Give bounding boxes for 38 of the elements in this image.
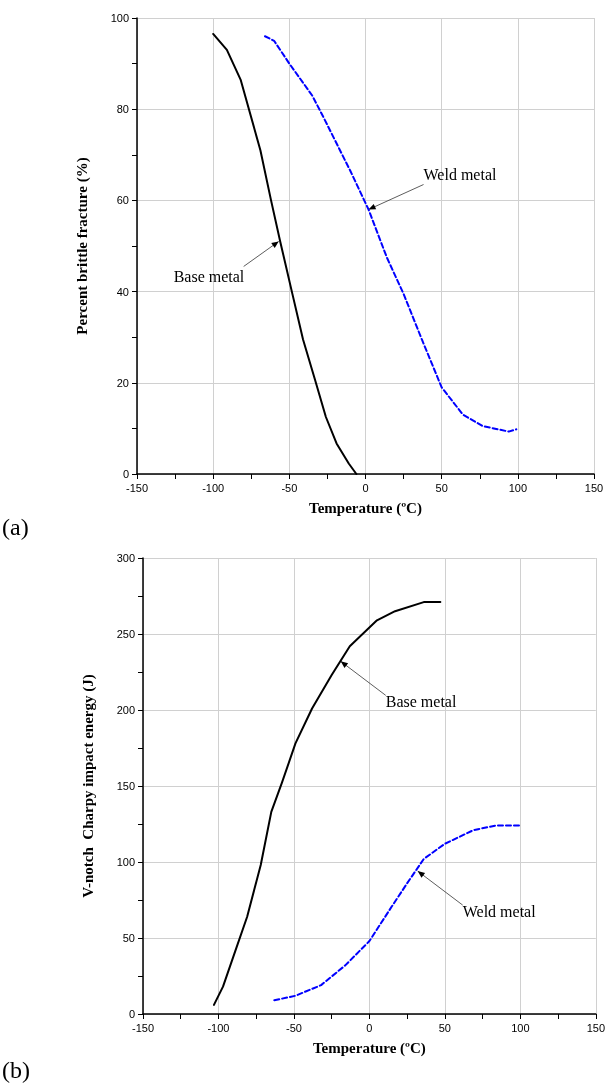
x-tick-label: 150 bbox=[586, 1021, 605, 1034]
y-tick-label: 0 bbox=[128, 1008, 135, 1020]
x-tick-label: 50 bbox=[435, 481, 448, 494]
x-tick-label: 0 bbox=[362, 481, 369, 494]
y-tick-label: 40 bbox=[116, 285, 129, 298]
y-tick-label: 50 bbox=[122, 932, 135, 944]
y-tick-label: 0 bbox=[122, 468, 129, 480]
x-tick-label: -100 bbox=[202, 481, 225, 494]
text: (a) bbox=[2, 514, 29, 540]
x-tick-label: -50 bbox=[285, 1021, 302, 1034]
x-tick-label: 150 bbox=[584, 481, 604, 494]
y-tick-label: 200 bbox=[116, 704, 135, 716]
text: (b) bbox=[2, 1057, 30, 1083]
x-tick-label: 100 bbox=[508, 481, 528, 494]
line-series bbox=[263, 35, 518, 433]
y-tick-label: 80 bbox=[116, 103, 129, 116]
x-tick-label: -50 bbox=[281, 481, 298, 494]
y-axis-title: Percent brittle fracture (%) bbox=[73, 157, 91, 335]
annotation: Base metal bbox=[173, 267, 245, 285]
x-axis-title: Temperature (ºC) bbox=[312, 1039, 426, 1057]
annotation: Weld metal bbox=[462, 902, 537, 920]
annotation: Base metal bbox=[385, 692, 457, 710]
x-tick-label: -100 bbox=[207, 1021, 230, 1034]
annotation: Weld metal bbox=[423, 166, 498, 184]
y-tick-label: 150 bbox=[116, 780, 135, 792]
x-tick-label: 100 bbox=[511, 1021, 530, 1034]
y-tick-label: 300 bbox=[116, 552, 135, 564]
y-tick-label: 100 bbox=[116, 856, 135, 868]
x-tick-label: 0 bbox=[366, 1021, 373, 1034]
x-tick-label: -150 bbox=[131, 1021, 155, 1034]
x-tick-label: 50 bbox=[438, 1021, 452, 1034]
y-tick-label: 60 bbox=[116, 194, 129, 207]
y-tick-label: 250 bbox=[116, 628, 135, 640]
y-axis-title: V-notch Charpy impact energy (J) bbox=[79, 674, 97, 898]
x-axis-title: Temperature (ºC) bbox=[309, 499, 422, 517]
y-tick-label: 20 bbox=[116, 376, 129, 389]
x-tick-label: -150 bbox=[125, 481, 149, 494]
y-tick-label: 100 bbox=[110, 12, 129, 24]
